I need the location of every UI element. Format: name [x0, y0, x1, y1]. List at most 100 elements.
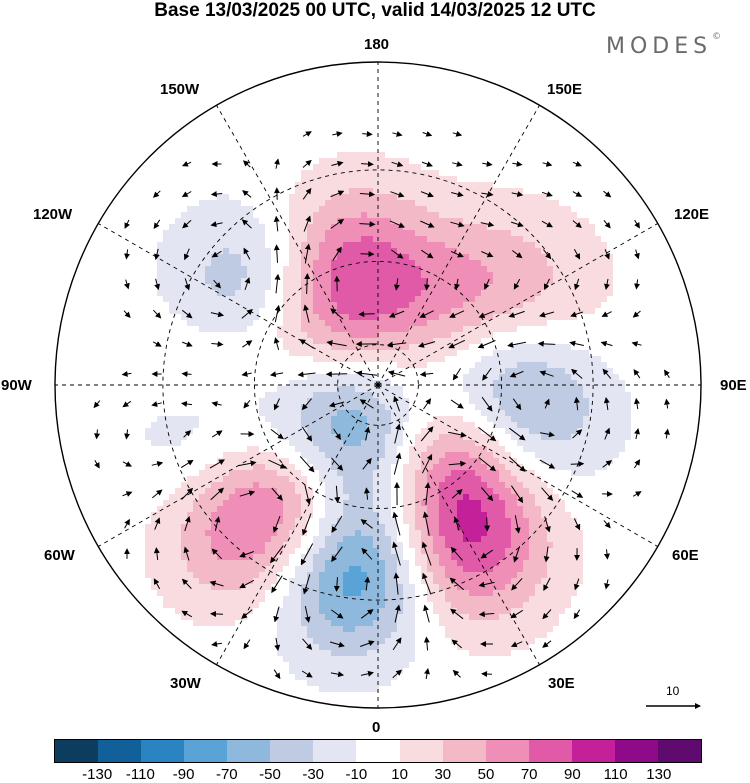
anomaly-cell	[247, 92, 254, 99]
anomaly-cell	[451, 62, 458, 69]
anomaly-cell	[487, 212, 494, 219]
anomaly-cell	[445, 188, 452, 195]
anomaly-cell	[133, 308, 140, 315]
anomaly-cell	[277, 86, 284, 93]
anomaly-cell	[319, 128, 326, 135]
anomaly-cell	[367, 200, 374, 207]
anomaly-cell	[193, 326, 200, 333]
anomaly-cell	[337, 176, 344, 183]
anomaly-cell	[277, 152, 284, 159]
anomaly-cell	[217, 350, 224, 357]
anomaly-cell	[685, 356, 692, 363]
anomaly-cell	[487, 74, 494, 81]
anomaly-cell	[511, 116, 518, 123]
anomaly-cell	[241, 398, 248, 405]
anomaly-cell	[529, 368, 536, 375]
anomaly-cell	[307, 296, 314, 303]
anomaly-cell	[205, 134, 212, 141]
anomaly-cell	[547, 242, 554, 249]
anomaly-cell	[127, 278, 134, 285]
anomaly-cell	[619, 254, 626, 261]
anomaly-cell	[193, 248, 200, 255]
anomaly-cell	[397, 296, 404, 303]
anomaly-cell	[583, 314, 590, 321]
anomaly-cell	[169, 254, 176, 261]
anomaly-cell	[175, 122, 182, 129]
anomaly-cell	[349, 320, 356, 327]
anomaly-cell	[97, 224, 104, 231]
anomaly-cell	[487, 152, 494, 159]
anomaly-cell	[475, 248, 482, 255]
anomaly-cell	[319, 92, 326, 99]
anomaly-cell	[289, 86, 296, 93]
anomaly-cell	[301, 218, 308, 225]
anomaly-cell	[445, 350, 452, 357]
anomaly-cell	[319, 344, 326, 351]
anomaly-cell	[223, 128, 230, 135]
anomaly-cell	[439, 110, 446, 117]
anomaly-cell	[607, 362, 614, 369]
anomaly-cell	[553, 302, 560, 309]
anomaly-cell	[265, 116, 272, 123]
anomaly-cell	[517, 152, 524, 159]
anomaly-cell	[667, 320, 674, 327]
anomaly-cell	[157, 350, 164, 357]
anomaly-cell	[505, 350, 512, 357]
anomaly-cell	[409, 98, 416, 105]
anomaly-cell	[523, 152, 530, 159]
anomaly-cell	[169, 308, 176, 315]
anomaly-cell	[91, 260, 98, 267]
anomaly-cell	[343, 116, 350, 123]
anomaly-cell	[661, 380, 668, 387]
anomaly-cell	[67, 350, 74, 357]
anomaly-cell	[199, 164, 206, 171]
anomaly-cell	[505, 338, 512, 345]
anomaly-cell	[103, 278, 110, 285]
anomaly-cell	[391, 80, 398, 87]
anomaly-cell	[223, 356, 230, 363]
anomaly-cell	[511, 224, 518, 231]
anomaly-cell	[109, 332, 116, 339]
anomaly-cell	[499, 116, 506, 123]
anomaly-cell	[193, 314, 200, 321]
anomaly-cell	[217, 206, 224, 213]
anomaly-cell	[229, 314, 236, 321]
anomaly-cell	[589, 278, 596, 285]
anomaly-cell	[631, 176, 638, 183]
anomaly-cell	[355, 182, 362, 189]
anomaly-cell	[499, 308, 506, 315]
anomaly-cell	[337, 374, 344, 381]
anomaly-cell	[349, 374, 356, 381]
anomaly-cell	[307, 146, 314, 153]
anomaly-cell	[79, 398, 86, 405]
anomaly-cell	[619, 380, 626, 387]
anomaly-cell	[577, 176, 584, 183]
anomaly-cell	[595, 254, 602, 261]
anomaly-cell	[175, 326, 182, 333]
anomaly-cell	[181, 158, 188, 165]
anomaly-cell	[547, 380, 554, 387]
anomaly-cell	[193, 116, 200, 123]
anomaly-cell	[61, 332, 68, 339]
anomaly-cell	[547, 188, 554, 195]
anomaly-cell	[229, 236, 236, 243]
anomaly-cell	[91, 386, 98, 393]
anomaly-cell	[625, 194, 632, 201]
anomaly-cell	[205, 368, 212, 375]
anomaly-cell	[439, 68, 446, 75]
anomaly-cell	[277, 314, 284, 321]
anomaly-cell	[133, 344, 140, 351]
anomaly-cell	[277, 380, 284, 387]
anomaly-cell	[277, 224, 284, 231]
anomaly-cell	[541, 182, 548, 189]
anomaly-cell	[493, 326, 500, 333]
anomaly-cell	[217, 326, 224, 333]
anomaly-cell	[259, 242, 266, 249]
anomaly-cell	[259, 272, 266, 279]
anomaly-cell	[433, 128, 440, 135]
anomaly-cell	[451, 266, 458, 273]
anomaly-cell	[445, 296, 452, 303]
anomaly-cell	[463, 152, 470, 159]
anomaly-cell	[289, 116, 296, 123]
anomaly-cell	[205, 356, 212, 363]
